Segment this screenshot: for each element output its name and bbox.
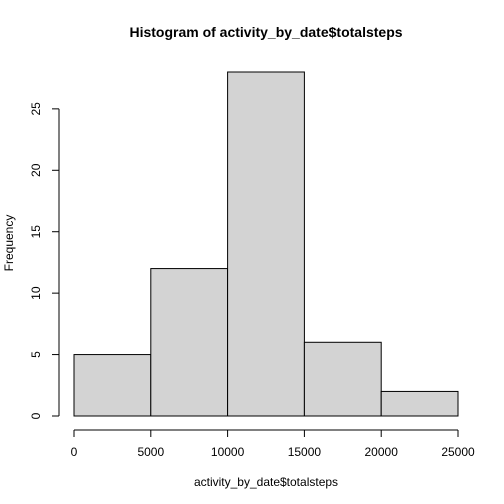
- bars-group: [73, 71, 459, 417]
- histogram-bar-0: [73, 354, 152, 417]
- x-axis: 0 5000 10000 15000 20000 25000: [71, 429, 475, 459]
- y-tick-label: 10: [29, 286, 43, 300]
- y-axis: 0 5 10 15 20 25: [29, 102, 60, 419]
- histogram-bar-2: [227, 71, 305, 417]
- histogram-bar-4: [380, 390, 459, 417]
- y-tick-label: 20: [29, 163, 43, 177]
- y-tick-label: 15: [29, 225, 43, 239]
- x-tick-label: 20000: [365, 445, 399, 459]
- x-tick-label: 10000: [211, 445, 245, 459]
- histogram-bar-1: [150, 268, 229, 417]
- x-axis-label: activity_by_date$totalsteps: [194, 475, 338, 489]
- x-tick-label: 25000: [441, 445, 475, 459]
- y-axis-label: Frequency: [2, 215, 16, 272]
- y-tick-label: 5: [29, 351, 43, 358]
- y-tick-label: 0: [29, 412, 43, 419]
- y-tick-label: 25: [29, 102, 43, 116]
- histogram-bar-3: [303, 341, 382, 417]
- chart-title: Histogram of activity_by_date$totalsteps: [129, 24, 402, 40]
- x-tick-label: 0: [71, 445, 78, 459]
- x-tick-label: 5000: [137, 445, 164, 459]
- x-tick-label: 15000: [288, 445, 322, 459]
